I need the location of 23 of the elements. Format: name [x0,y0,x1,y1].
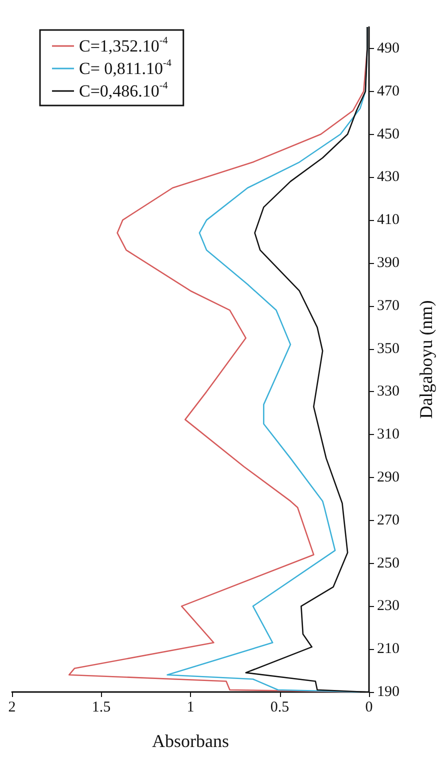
x-tick-label: 0 [365,700,373,716]
y-tick-label: 190 [377,684,400,700]
y-tick-label: 410 [377,212,400,228]
y-tick-label: 330 [377,384,400,400]
x-tick-label: 1 [186,700,194,716]
x-axis-title: Absorbans [152,731,229,751]
y-axis-title: Dalgaboyu (nm) [416,300,436,419]
x-tick-label: 2 [8,700,16,716]
x-tick-label: 0.5 [270,700,290,716]
y-tick-label: 210 [377,641,400,658]
y-tick-label: 310 [377,426,400,443]
x-tick-label: 1.5 [92,700,111,716]
y-tick-label: 370 [377,298,400,314]
y-tick-label: 250 [377,555,400,572]
y-tick-label: 270 [377,512,400,528]
y-tick-label: 470 [377,83,400,100]
y-tick-label: 230 [377,598,400,614]
y-tick-label: 490 [377,40,400,56]
y-tick-label: 350 [377,340,400,357]
y-tick-label: 390 [377,254,400,271]
y-tick-label: 450 [377,126,400,142]
y-tick-label: 290 [377,469,400,486]
y-tick-label: 430 [377,169,400,186]
